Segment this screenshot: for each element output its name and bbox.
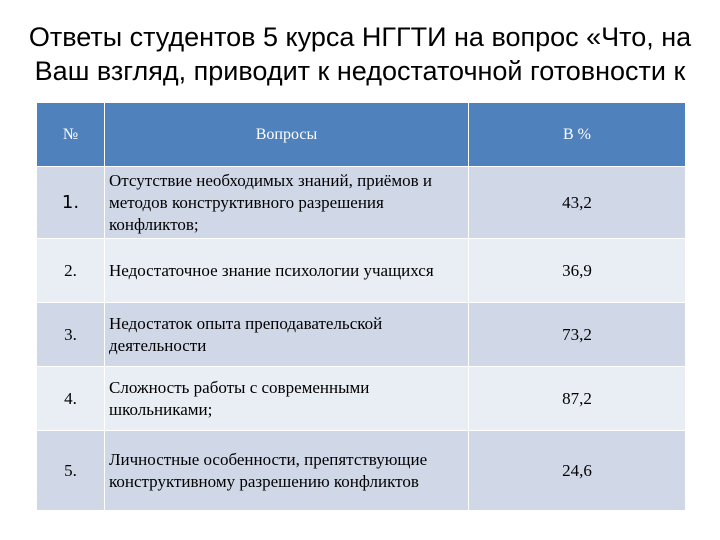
row-value: 36,9 [468, 238, 686, 303]
header-percent: В % [468, 102, 686, 167]
table-row: 1. Отсутствие необходимых знаний, приёмо… [36, 166, 686, 239]
slide-title: Ответы студентов 5 курса НГГТИ на вопрос… [0, 20, 720, 88]
table-row: 4. Сложность работы с современными школь… [36, 366, 686, 431]
header-number: № [36, 102, 105, 167]
survey-table: № Вопросы В % 1. Отсутствие необходимых … [36, 102, 686, 511]
table-row: 2. Недостаточное знание психологии учащи… [36, 238, 686, 303]
row-question: Личностные особенности, препятствующие к… [104, 430, 469, 511]
row-question: Сложность работы с современными школьник… [104, 366, 469, 431]
row-value: 24,6 [468, 430, 686, 511]
table-header-row: № Вопросы В % [36, 102, 686, 167]
row-number: 1. [36, 166, 105, 239]
table-row: 5. Личностные особенности, препятствующи… [36, 430, 686, 511]
row-number: 5. [36, 430, 105, 511]
row-number: 3. [36, 302, 105, 367]
row-value: 73,2 [468, 302, 686, 367]
header-question: Вопросы [104, 102, 469, 167]
slide-title-line-2: Ваш взгляд, приводит к недостаточной гот… [34, 56, 686, 86]
slide-title-line-1: Ответы студентов 5 курса НГГТИ на вопрос… [28, 22, 692, 52]
table-row: 3. Недостаток опыта преподавательской де… [36, 302, 686, 367]
row-value: 87,2 [468, 366, 686, 431]
row-question: Недостаток опыта преподавательской деяте… [104, 302, 469, 367]
row-question: Отсутствие необходимых знаний, приёмов и… [104, 166, 469, 239]
row-number: 2. [36, 238, 105, 303]
row-question: Недостаточное знание психологии учащихся [104, 238, 469, 303]
row-number: 4. [36, 366, 105, 431]
row-value: 43,2 [468, 166, 686, 239]
